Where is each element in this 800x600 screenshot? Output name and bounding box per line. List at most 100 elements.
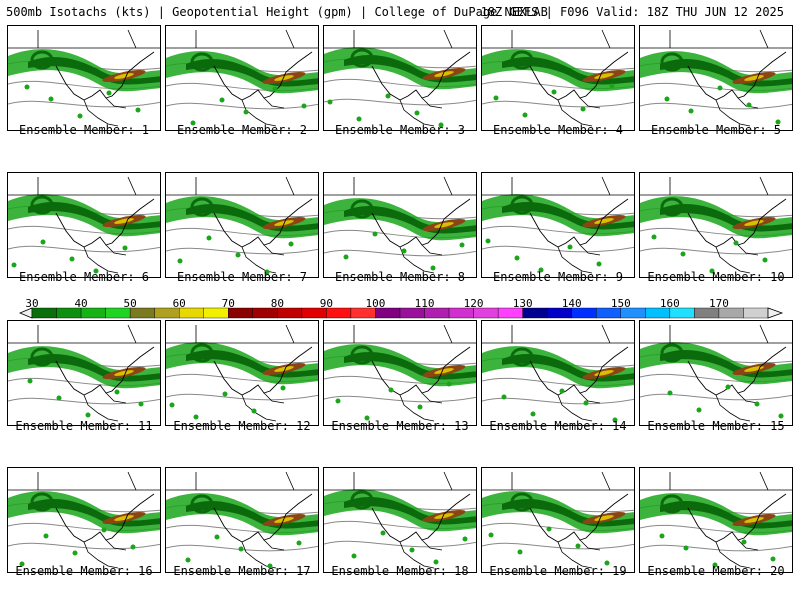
wind-cell bbox=[193, 414, 199, 420]
political-border bbox=[166, 176, 318, 196]
closed-low bbox=[190, 197, 214, 217]
jet-max bbox=[744, 75, 764, 81]
closed-low bbox=[190, 52, 214, 72]
closed-low bbox=[510, 195, 534, 215]
coastline-south bbox=[241, 244, 285, 274]
closed-low bbox=[510, 50, 534, 70]
wind-cell bbox=[219, 97, 225, 103]
map-plot bbox=[324, 176, 476, 274]
wind-cell bbox=[69, 256, 75, 262]
wind-cell bbox=[185, 557, 191, 563]
colorbar-segment bbox=[448, 307, 474, 319]
political-border bbox=[640, 29, 792, 49]
jet-max bbox=[434, 513, 454, 519]
ensemble-member-map bbox=[323, 172, 477, 278]
ensemble-member-label: Ensemble Member: 19 bbox=[489, 564, 627, 578]
isotach-core bbox=[186, 501, 318, 529]
wind-cell bbox=[27, 378, 33, 384]
map-plot bbox=[8, 324, 160, 422]
closed-low bbox=[510, 492, 534, 512]
wind-cell bbox=[433, 559, 439, 565]
coastline bbox=[55, 198, 155, 248]
coastline bbox=[687, 346, 787, 396]
political-border bbox=[640, 471, 792, 491]
political-border bbox=[324, 471, 476, 491]
wind-cell bbox=[335, 398, 341, 404]
wind-speed-colorbar bbox=[18, 307, 784, 319]
political-border bbox=[324, 176, 476, 196]
wind-cell bbox=[493, 95, 499, 101]
map-plot bbox=[640, 29, 792, 127]
colorbar-tick-label: 100 bbox=[365, 297, 386, 310]
ensemble-member-label: Ensemble Member: 17 bbox=[173, 564, 311, 578]
coastline-south bbox=[83, 244, 127, 274]
wind-cell bbox=[688, 108, 694, 114]
coastline-south bbox=[241, 392, 285, 422]
isotach-core bbox=[660, 59, 792, 87]
wind-cell bbox=[567, 244, 573, 250]
wind-cell bbox=[530, 411, 536, 417]
map-plot bbox=[8, 176, 160, 274]
coastline bbox=[213, 346, 313, 396]
wind-cell bbox=[517, 549, 523, 555]
colorbar-segment bbox=[277, 307, 303, 319]
map-plot bbox=[640, 471, 792, 569]
coastline bbox=[371, 346, 471, 396]
closed-low bbox=[350, 48, 374, 68]
colorbar-segment bbox=[645, 307, 671, 319]
header-valid-time: 18Z GEFS | F096 Valid: 18Z THU JUN 12 20… bbox=[480, 5, 784, 19]
ensemble-member-map bbox=[323, 467, 477, 573]
isotach-core bbox=[186, 59, 318, 87]
height-contour bbox=[324, 540, 476, 548]
ensemble-member-label: Ensemble Member: 14 bbox=[489, 419, 627, 433]
political-border bbox=[166, 29, 318, 49]
wind-cell bbox=[575, 543, 581, 549]
colorbar-segment bbox=[105, 307, 131, 319]
height-contour bbox=[482, 542, 634, 550]
colorbar-segment bbox=[154, 307, 180, 319]
colorbar-tick-label: 80 bbox=[270, 297, 284, 310]
colorbar-segment bbox=[497, 307, 523, 319]
political-border bbox=[8, 324, 160, 344]
isotach-core bbox=[344, 206, 476, 234]
wind-cell bbox=[580, 106, 586, 112]
colorbar-segment bbox=[178, 307, 204, 319]
colorbar-segment bbox=[56, 307, 82, 319]
height-contour bbox=[640, 247, 792, 255]
closed-low bbox=[350, 490, 374, 510]
coastline-south bbox=[715, 97, 759, 127]
height-contour bbox=[324, 395, 476, 403]
wind-cell bbox=[762, 257, 768, 263]
colorbar-tick-label: 50 bbox=[123, 297, 137, 310]
closed-low bbox=[510, 347, 534, 367]
isotach-core bbox=[502, 57, 634, 85]
isotach-core bbox=[28, 57, 160, 85]
wind-cell bbox=[296, 540, 302, 546]
colorbar-segment bbox=[203, 307, 229, 319]
wind-cell bbox=[43, 533, 49, 539]
political-border bbox=[324, 29, 476, 49]
ensemble-member-map bbox=[639, 172, 793, 278]
colorbar-tick-label: 70 bbox=[221, 297, 235, 310]
colorbar-tick-label: 130 bbox=[512, 297, 533, 310]
ensemble-member-label: Ensemble Member: 4 bbox=[492, 123, 624, 137]
map-plot bbox=[166, 471, 318, 569]
colorbar-segment bbox=[129, 307, 155, 319]
height-contour bbox=[166, 544, 318, 552]
wind-cell bbox=[272, 86, 278, 92]
map-plot bbox=[482, 176, 634, 274]
wind-cell bbox=[430, 265, 436, 271]
ensemble-member-map bbox=[323, 320, 477, 426]
coastline bbox=[371, 493, 471, 543]
ensemble-member-label: Ensemble Member: 8 bbox=[334, 270, 466, 284]
ensemble-member-label: Ensemble Member: 15 bbox=[647, 419, 785, 433]
wind-cell bbox=[725, 384, 731, 390]
wind-cell bbox=[122, 245, 128, 251]
wind-cell bbox=[651, 234, 657, 240]
height-contour bbox=[640, 102, 792, 110]
wind-cell bbox=[717, 85, 723, 91]
closed-low bbox=[660, 343, 684, 363]
wind-cell bbox=[72, 550, 78, 556]
ensemble-member-label: Ensemble Member: 13 bbox=[331, 419, 469, 433]
colorbar-segment bbox=[301, 307, 327, 319]
